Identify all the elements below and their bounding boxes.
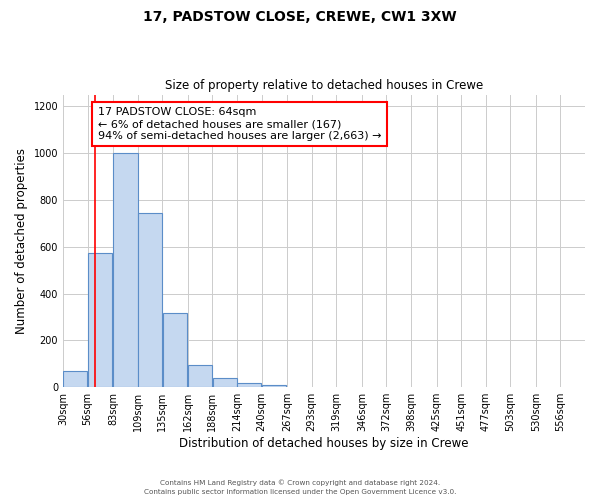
Bar <box>188 365 212 387</box>
Bar <box>138 213 162 387</box>
Text: 17, PADSTOW CLOSE, CREWE, CW1 3XW: 17, PADSTOW CLOSE, CREWE, CW1 3XW <box>143 10 457 24</box>
Bar <box>88 252 112 387</box>
Bar <box>212 378 237 387</box>
Bar <box>237 383 262 387</box>
Text: 17 PADSTOW CLOSE: 64sqm
← 6% of detached houses are smaller (167)
94% of semi-de: 17 PADSTOW CLOSE: 64sqm ← 6% of detached… <box>98 108 382 140</box>
Text: Contains HM Land Registry data © Crown copyright and database right 2024.
Contai: Contains HM Land Registry data © Crown c… <box>144 480 456 495</box>
Y-axis label: Number of detached properties: Number of detached properties <box>15 148 28 334</box>
X-axis label: Distribution of detached houses by size in Crewe: Distribution of detached houses by size … <box>179 437 469 450</box>
Bar <box>113 153 137 387</box>
Title: Size of property relative to detached houses in Crewe: Size of property relative to detached ho… <box>165 79 483 92</box>
Bar <box>262 385 286 387</box>
Bar <box>163 314 187 387</box>
Bar <box>63 371 88 387</box>
